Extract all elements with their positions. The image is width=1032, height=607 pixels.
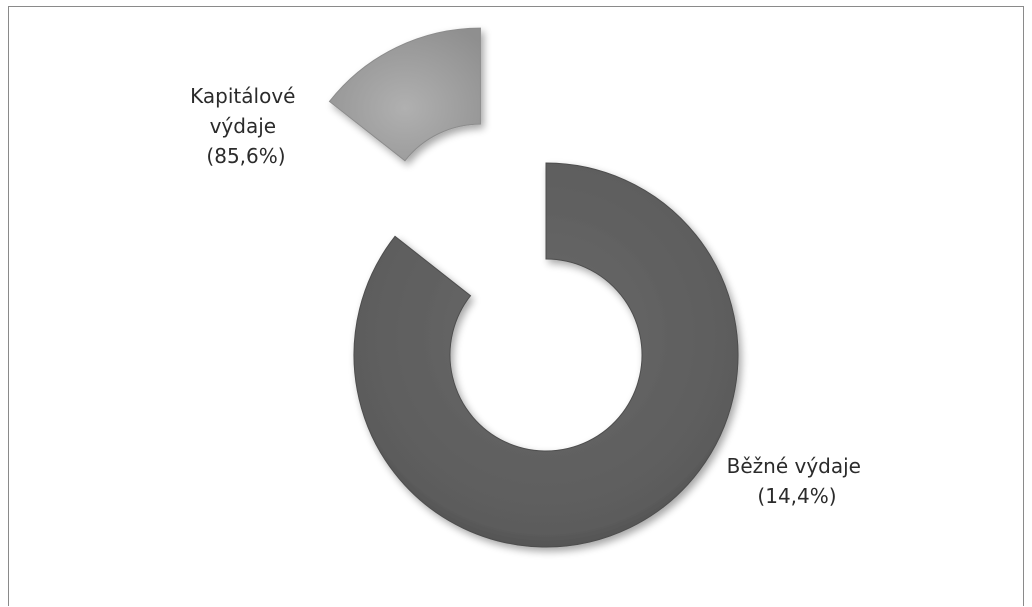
slice-kapitalove-vydaje [328, 27, 481, 162]
slice-label-kapitalove-vydaje: Kapitálové výdaje (85,6%) [190, 84, 302, 168]
slice-label-bezne-vydaje: Běžné výdaje (14,4%) [727, 454, 868, 508]
slice-bezne-vydaje [353, 162, 739, 548]
